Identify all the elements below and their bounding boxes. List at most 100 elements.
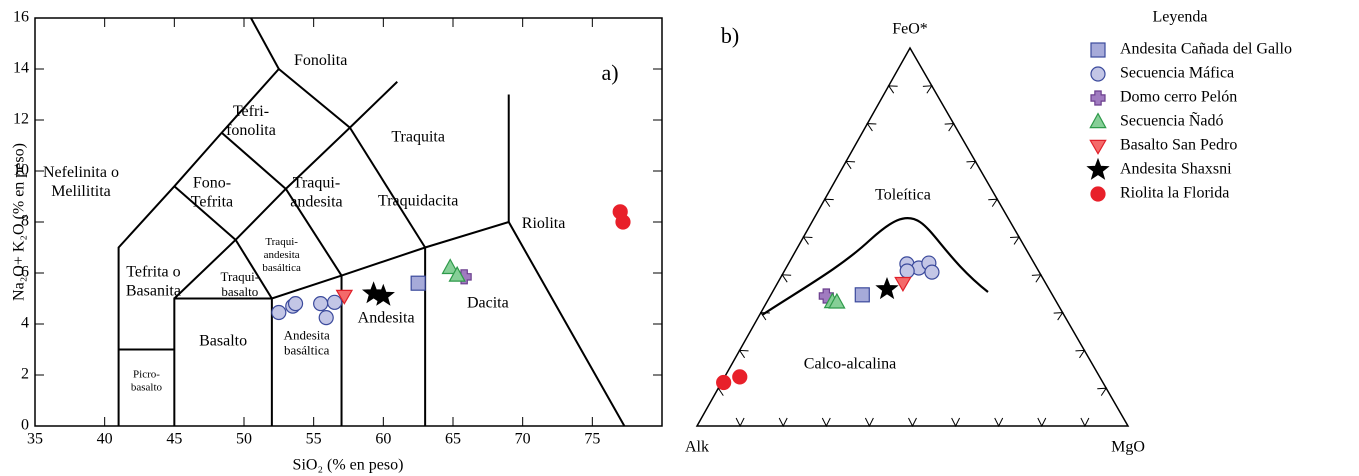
field-boundary bbox=[284, 188, 343, 277]
tick bbox=[887, 85, 898, 94]
x-tick-label: 65 bbox=[445, 431, 461, 448]
field-label: Fono- bbox=[193, 174, 231, 191]
y-tick-label: 4 bbox=[21, 315, 29, 332]
tick bbox=[864, 417, 874, 428]
field-label: Traqui- bbox=[221, 269, 260, 284]
apex-label: MgO bbox=[1111, 439, 1145, 456]
tick bbox=[1080, 417, 1090, 428]
marker bbox=[924, 264, 940, 280]
tick bbox=[823, 198, 834, 207]
field-label: Nefelinita o bbox=[43, 164, 119, 181]
marker bbox=[828, 292, 846, 309]
legend-label: Riolita la Florida bbox=[1120, 185, 1229, 202]
y-tick-label: 12 bbox=[13, 111, 29, 128]
tick bbox=[908, 417, 917, 428]
legend-label: Andesita Cañada del Gallo bbox=[1120, 41, 1292, 58]
field-label: Picro- bbox=[133, 369, 160, 381]
field-label: Andesita bbox=[358, 310, 415, 327]
plot-frame bbox=[34, 17, 663, 427]
legend-marker bbox=[1089, 139, 1107, 155]
field-boundary bbox=[173, 126, 351, 300]
tick bbox=[738, 349, 749, 359]
tick bbox=[1037, 417, 1047, 428]
tick bbox=[735, 417, 745, 428]
tick bbox=[1031, 274, 1042, 283]
x-tick-label: 40 bbox=[97, 431, 113, 448]
panel-title: b) bbox=[721, 23, 739, 48]
y-tick-label: 14 bbox=[13, 60, 29, 77]
tick bbox=[781, 274, 792, 283]
tick bbox=[778, 417, 788, 428]
marker bbox=[448, 265, 466, 282]
marker bbox=[335, 289, 354, 305]
tick bbox=[951, 417, 961, 428]
panel-title: a) bbox=[601, 60, 618, 85]
field-label: Dacita bbox=[467, 294, 509, 311]
y-tick-label: 8 bbox=[21, 213, 29, 230]
field-label: basáltica bbox=[262, 262, 301, 274]
tick bbox=[1097, 387, 1108, 396]
tick bbox=[866, 123, 877, 132]
field-label: Traquita bbox=[391, 129, 445, 146]
field-label: Tefri- bbox=[233, 103, 269, 120]
tick bbox=[1053, 312, 1064, 321]
field-boundary bbox=[250, 17, 280, 70]
triangle-frame bbox=[695, 46, 1130, 427]
tick bbox=[1010, 236, 1020, 245]
marker bbox=[441, 258, 459, 275]
y-tick-label: 2 bbox=[21, 366, 29, 383]
legend-title: Leyenda bbox=[1152, 9, 1207, 26]
legend-label: Andesita Shaxsni bbox=[1120, 161, 1232, 178]
marker bbox=[615, 214, 631, 230]
marker bbox=[318, 310, 334, 326]
field-label: Tefrita o bbox=[126, 264, 180, 281]
tick bbox=[994, 417, 1004, 428]
y-tick-label: 10 bbox=[13, 162, 29, 179]
x-axis-label: SiO₂ (% en peso) bbox=[293, 457, 404, 474]
marker bbox=[854, 287, 870, 303]
field-label: Traquidacita bbox=[378, 192, 458, 209]
marker bbox=[899, 263, 915, 279]
legend-marker bbox=[1090, 42, 1106, 58]
legend-marker bbox=[1090, 90, 1106, 106]
marker bbox=[371, 283, 395, 306]
marker bbox=[313, 296, 329, 312]
marker bbox=[287, 296, 304, 312]
x-tick-label: 55 bbox=[306, 431, 322, 448]
tick bbox=[944, 123, 955, 132]
field-label: Calco-alcalina bbox=[804, 356, 896, 373]
field-label: Traqui- bbox=[293, 174, 340, 191]
marker bbox=[271, 304, 287, 321]
tick bbox=[802, 236, 813, 245]
field-label: basalto bbox=[221, 284, 258, 299]
field-boundary bbox=[349, 127, 426, 249]
y-tick-label: 16 bbox=[13, 9, 29, 26]
field-boundary bbox=[173, 185, 237, 241]
field-label: andesita bbox=[264, 249, 300, 261]
divider-curve bbox=[761, 216, 989, 316]
legend-label: Secuencia Máfica bbox=[1120, 65, 1234, 82]
field-boundary bbox=[221, 131, 287, 190]
field-label: Riolita bbox=[522, 215, 566, 232]
field-label: Traqui- bbox=[265, 236, 298, 248]
tick bbox=[1075, 349, 1086, 359]
tick bbox=[845, 160, 856, 170]
x-tick-label: 50 bbox=[236, 431, 252, 448]
y-tick-label: 6 bbox=[21, 264, 29, 281]
field-label: Fonolita bbox=[294, 52, 347, 69]
apex-label: Alk bbox=[685, 439, 709, 456]
marker bbox=[326, 294, 343, 310]
marker bbox=[875, 276, 899, 300]
marker bbox=[732, 369, 748, 385]
x-tick-label: 70 bbox=[515, 431, 531, 448]
x-tick-label: 75 bbox=[584, 431, 600, 448]
x-tick-label: 35 bbox=[27, 431, 43, 448]
field-label: Basanita bbox=[126, 283, 181, 300]
marker bbox=[894, 276, 912, 293]
tick bbox=[966, 160, 977, 170]
x-tick-label: 60 bbox=[375, 431, 391, 448]
legend-label: Domo cerro Pelón bbox=[1120, 89, 1237, 106]
tick bbox=[922, 85, 933, 94]
field-label: Toleítica bbox=[875, 187, 931, 204]
legend-marker bbox=[1090, 66, 1106, 82]
